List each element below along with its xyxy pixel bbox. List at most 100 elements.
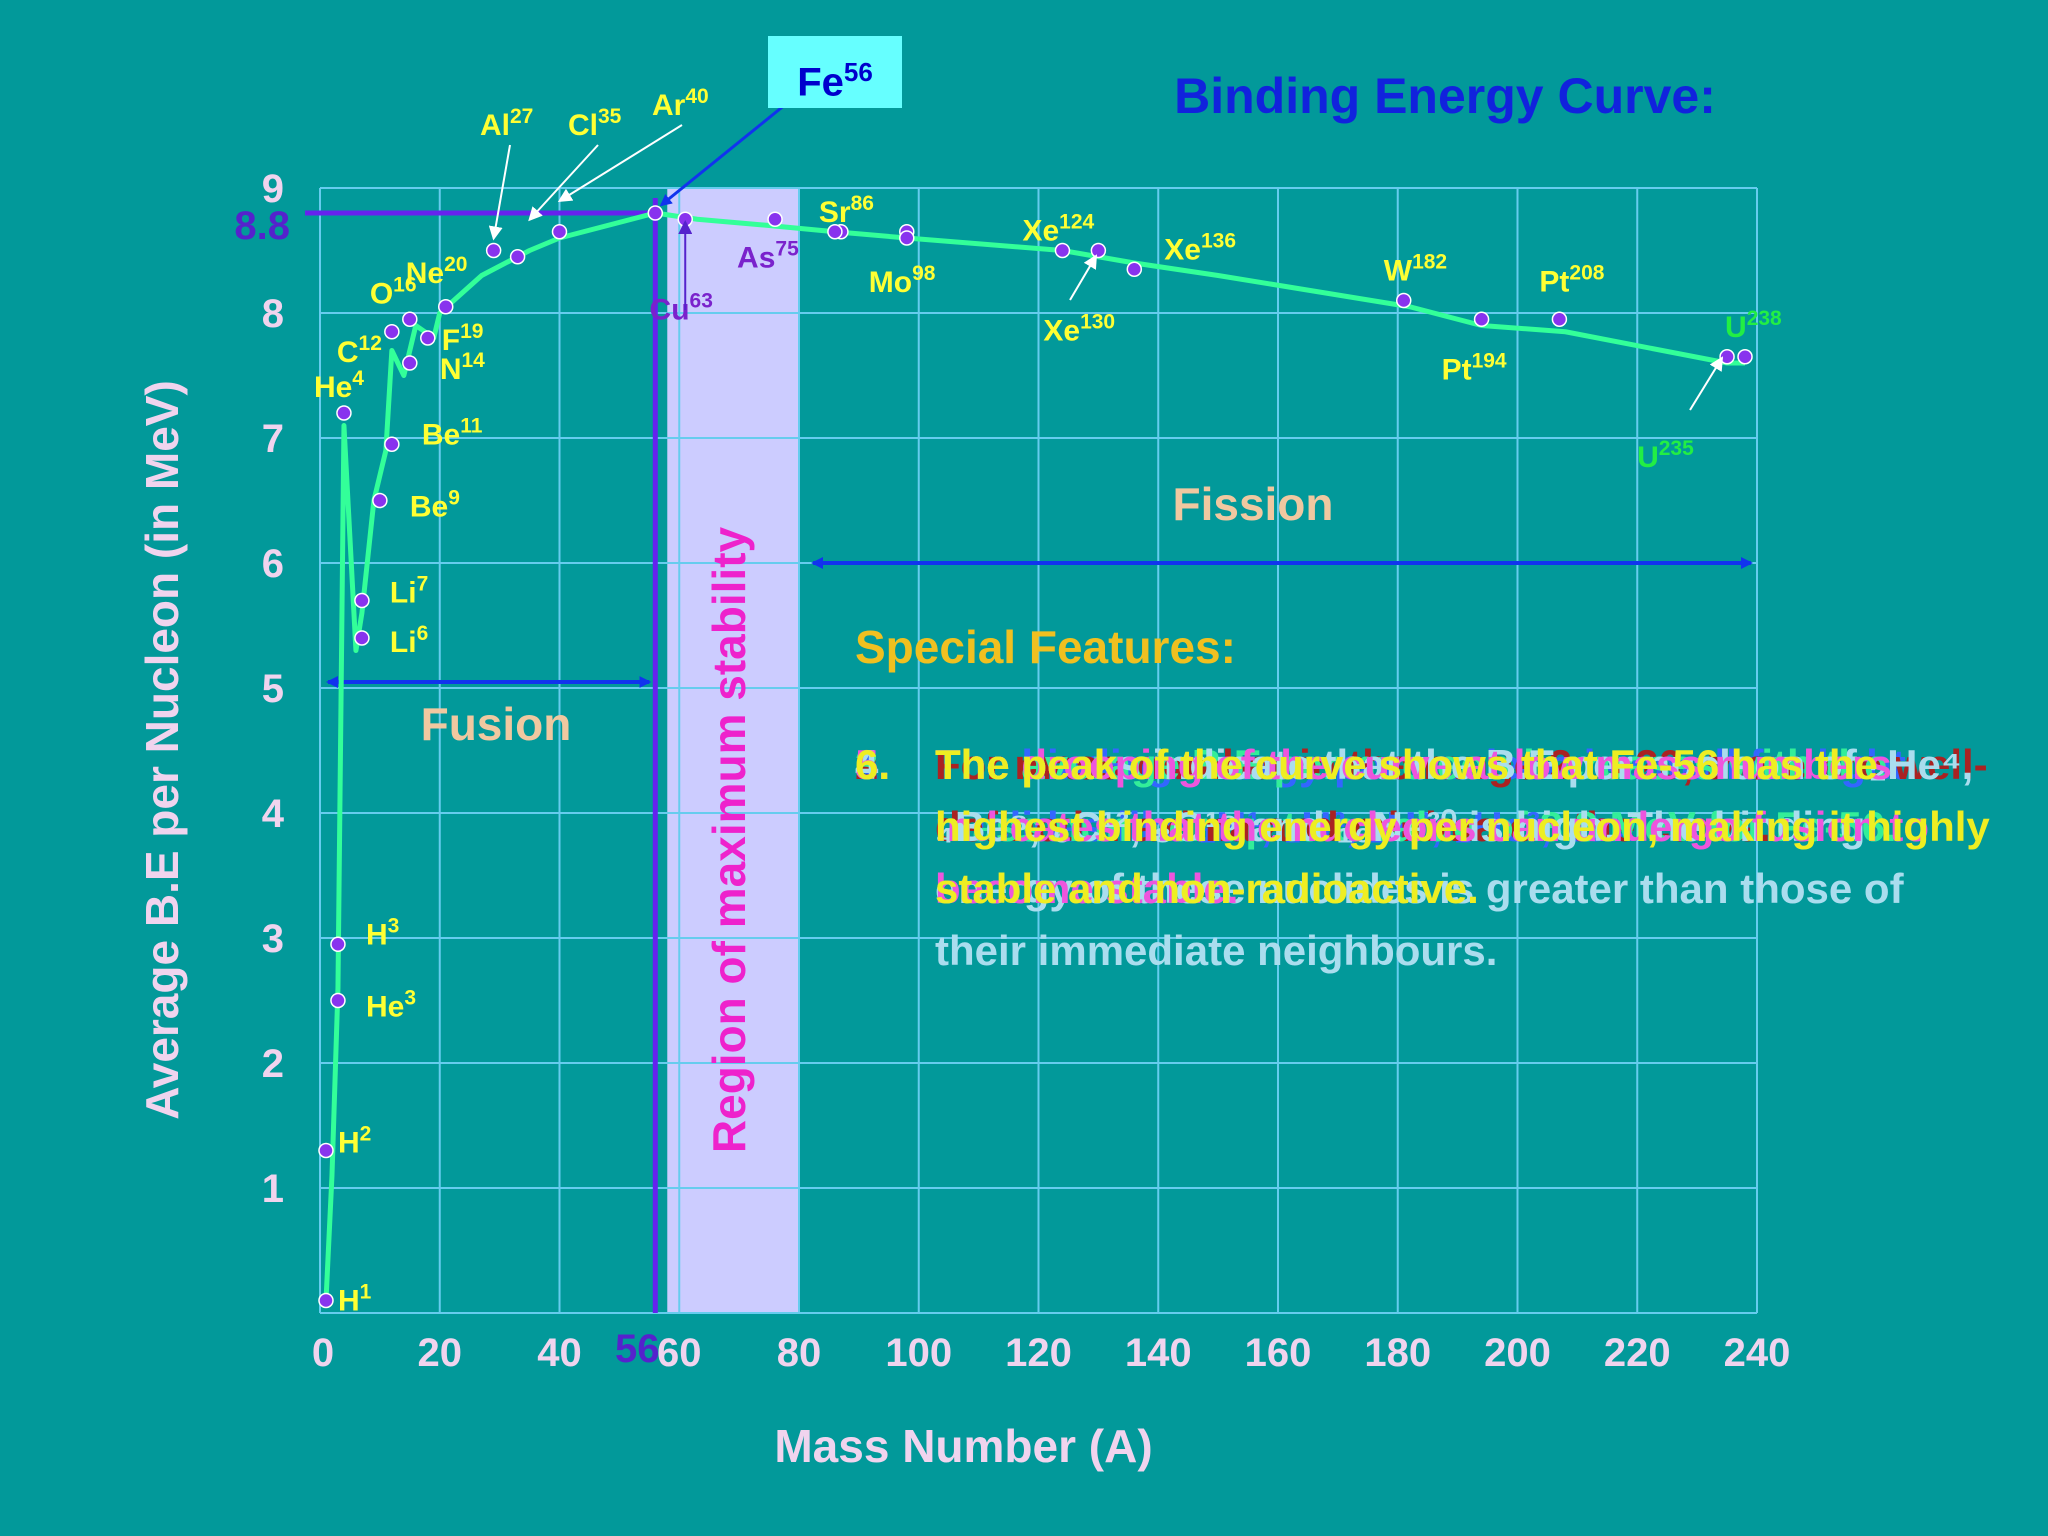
- nuclide-label-be11: Be11: [422, 414, 483, 451]
- nuclide-point-u235: [1719, 349, 1735, 365]
- nuclide-label-li6: Li6: [390, 622, 428, 659]
- nuclide-point-li6: [354, 630, 370, 646]
- y-tick-label-8: 8: [262, 292, 284, 336]
- y-tick-label-5: 5: [262, 667, 284, 711]
- nuclide-label-cu63: Cu63: [650, 289, 713, 326]
- nuclide-label-xe130: Xe130: [1043, 311, 1115, 348]
- nuclide-label-h3: H3: [366, 914, 399, 951]
- x-tick-label-80: 80: [777, 1331, 822, 1375]
- feature-item-2: 2. For mass number in the range 2 to 20, …: [855, 734, 2005, 858]
- y-tick-label-1: 1: [262, 1167, 284, 1211]
- feature-list: 1. The binding energy per nucleon is smal…: [855, 734, 2005, 1154]
- feature-item-5: 5. The drooping of the curve at low mass …: [855, 734, 2005, 920]
- nuclide-point-xe130: [1090, 242, 1107, 259]
- peak-mass-label: 56: [615, 1327, 660, 1371]
- feature-text: For mass number in the range 2 to 20, th…: [935, 741, 1988, 850]
- u235-arrow: [1689, 356, 1724, 411]
- curve-point-1: [647, 205, 664, 221]
- feature-item-3: 3. The average B.E per nucleon increases …: [855, 734, 2005, 858]
- fission-label: Fission: [1172, 478, 1333, 530]
- feature-text: The drooping of the curve at low mass nu…: [935, 741, 1930, 912]
- feature-item-1: 1. The binding energy per nucleon is smal…: [855, 734, 2005, 858]
- special-features: Special Features: 1. The binding energy p…: [855, 620, 2005, 1154]
- nuclide-point-pt208: [1551, 311, 1568, 327]
- nuclide-label-h1: H1: [338, 1281, 372, 1318]
- nuclide-point-pt194: [1473, 311, 1490, 327]
- nuclide-point-be9: [372, 492, 388, 509]
- peak-value-label: 8.8: [234, 204, 290, 248]
- nuclide-label-pt208: Pt208: [1539, 261, 1604, 298]
- x-tick-label-0: 0: [312, 1331, 334, 1375]
- nuclide-point-xe124: [1054, 242, 1071, 259]
- feature-item-6: 6. The peak of the curve shows that Fe-56…: [855, 734, 2005, 920]
- nuclide-label-u235: U235: [1637, 437, 1694, 474]
- nuclide-label-h2: H2: [338, 1123, 371, 1160]
- x-tick-label-240: 240: [1724, 1331, 1791, 1375]
- fusion-label: Fusion: [421, 698, 572, 750]
- nuclide-label-w182: W182: [1384, 251, 1447, 288]
- nuclide-label-u238: U238: [1725, 307, 1782, 344]
- nuclide-label-c12: C12: [337, 332, 382, 369]
- nuclide-point-he3: [330, 992, 346, 1009]
- stability-region: [667, 188, 799, 1313]
- y-tick-label-6: 6: [262, 542, 284, 586]
- y-tick-label-7: 7: [262, 417, 284, 461]
- nuclide-label-o16: O16: [370, 273, 417, 310]
- feature-text: The binding energy per nucleon is small …: [935, 741, 1906, 850]
- nuclide-label-f19: F19: [442, 320, 484, 357]
- fe56-arrow: [659, 102, 787, 207]
- x-tick-label-100: 100: [885, 1331, 952, 1375]
- nuclide-label-mo98: Mo98: [869, 262, 936, 299]
- y-axis-label: Average B.E per Nucleon (in MeV): [136, 380, 188, 1120]
- curve-point-0: [509, 249, 526, 265]
- callout-label-ar40: Ar40: [652, 85, 709, 122]
- nuclide-point-ne20: [437, 299, 454, 315]
- xe130-arrow: [1069, 254, 1098, 301]
- nuclide-point-w182: [1395, 292, 1412, 309]
- x-tick-label-180: 180: [1364, 1331, 1431, 1375]
- nuclide-point-c12: [384, 324, 400, 340]
- x-axis-label: Mass Number (A): [774, 1420, 1152, 1472]
- nuclide-point-h3: [330, 936, 346, 952]
- feature-number: 5.: [855, 741, 891, 788]
- nuclide-point-u238: [1737, 349, 1753, 365]
- nuclide-point-h1: [318, 1292, 334, 1309]
- callout-arrow-cl35: [528, 144, 599, 222]
- x-tick-label-40: 40: [537, 1331, 582, 1375]
- nuclide-label-xe124: Xe124: [1022, 211, 1094, 248]
- nuclide-point-al27: [485, 242, 502, 259]
- callout-arrow-ar40: [557, 124, 683, 203]
- x-tick-label-20: 20: [418, 1331, 463, 1375]
- feature-text: The average B.E per nucleon increases wi…: [935, 741, 1897, 850]
- x-tick-label-140: 140: [1125, 1331, 1192, 1375]
- curve-point-2: [827, 224, 843, 240]
- nuclide-point-li7: [354, 592, 370, 609]
- nuclide-label-n14: N14: [440, 349, 485, 386]
- nuclide-point-h2: [318, 1142, 334, 1159]
- x-tick-label-220: 220: [1604, 1331, 1671, 1375]
- feature-number: 2.: [855, 741, 891, 788]
- nuclide-label-xe136: Xe136: [1164, 229, 1236, 266]
- nuclide-point-n14: [402, 355, 418, 371]
- feature-text: The peak of the curve shows that Fe-56 h…: [935, 741, 1990, 912]
- nuclide-point-f19: [420, 330, 436, 346]
- callout-arrow-al27: [488, 144, 511, 241]
- nuclide-label-he4: He4: [314, 367, 364, 404]
- feature-text: The peaks indicate that the B.E per nucl…: [935, 741, 1974, 974]
- nuclide-label-li7: Li7: [390, 573, 428, 610]
- fe56-label: Fe56: [768, 36, 902, 108]
- feature-number: 6.: [855, 741, 891, 788]
- x-tick-label-60: 60: [657, 1331, 702, 1375]
- stability-region-label: Region of maximum stability: [703, 526, 755, 1153]
- nuclide-point-be11: [384, 436, 400, 452]
- nuclide-point-o16: [402, 311, 418, 327]
- feature-item-4: 4. The peaks indicate that the B.E per nu…: [855, 734, 2005, 982]
- chart-title: Binding Energy Curve:: [1174, 68, 1716, 124]
- special-features-heading: Special Features:: [855, 621, 1236, 673]
- binding-energy-curve: [323, 210, 1746, 1301]
- y-tick-label-9: 9: [262, 167, 284, 211]
- nuclide-point-xe136: [1126, 261, 1143, 277]
- nuclide-label-pt194: Pt194: [1442, 349, 1507, 386]
- nuclide-label-sr86: Sr86: [819, 192, 874, 229]
